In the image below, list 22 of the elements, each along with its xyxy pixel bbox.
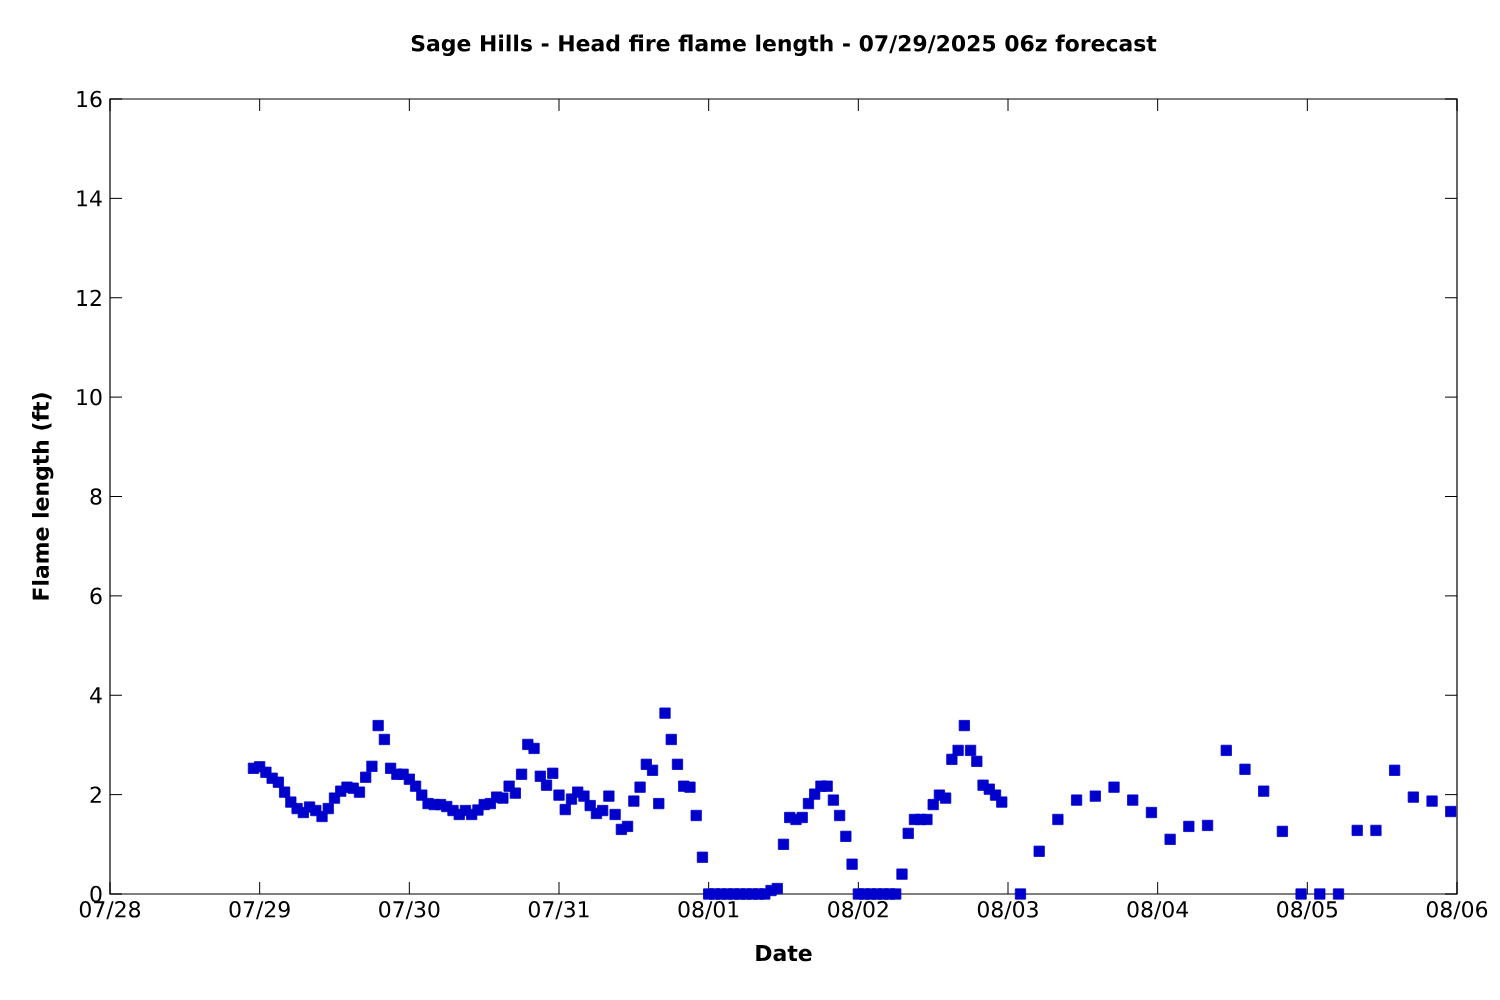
- x-tick-label: 08/04: [1127, 901, 1189, 920]
- y-tick-label: 4: [90, 687, 102, 704]
- x-tick-label: 08/06: [1426, 901, 1488, 920]
- y-tick-label: 10: [77, 388, 102, 406]
- chart-title: Sage Hills - Head fire flame length - 07/29/2025 06z forecast: [411, 34, 1157, 56]
- y-tick-label: 2: [90, 786, 101, 803]
- y-tick-label: 0: [90, 885, 102, 903]
- x-tick-label: 08/03: [977, 901, 1038, 920]
- y-tick-label: 14: [77, 190, 102, 207]
- x-tick-label: 08/02: [828, 901, 888, 920]
- x-tick-label: 07/28: [79, 901, 141, 920]
- x-tick-label: 08/01: [678, 901, 739, 920]
- y-tick-label: 16: [77, 90, 102, 108]
- x-axis-title: Date: [756, 945, 812, 962]
- x-tick-label: 08/05: [1277, 901, 1337, 920]
- y-tick-label: 12: [77, 289, 101, 306]
- y-tick-label: 6: [90, 587, 102, 605]
- x-tick-label: 07/29: [229, 901, 290, 920]
- y-axis-title: Flame length (ft): [32, 393, 54, 600]
- x-tick-label: 07/30: [379, 901, 440, 920]
- x-tick-label: 07/31: [528, 901, 589, 920]
- y-tick-label: 8: [90, 488, 102, 505]
